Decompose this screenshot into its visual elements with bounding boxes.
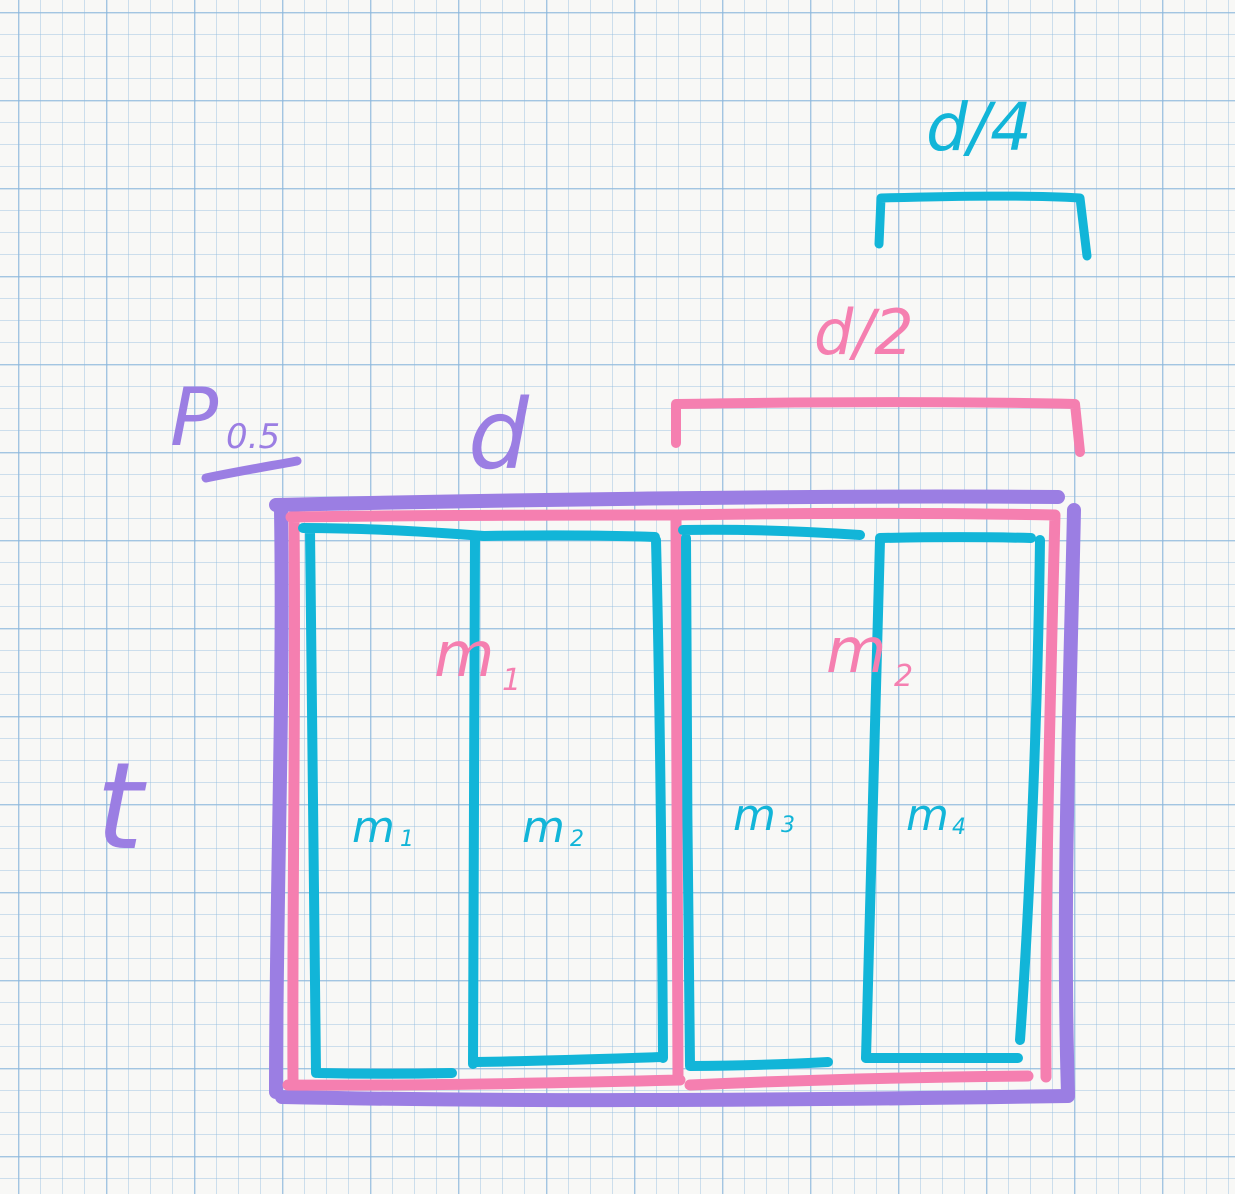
label-half-mass-2-letter: m [826, 614, 886, 687]
label-t-side: t [96, 738, 147, 877]
label-half-mass-2-subscript: 2 [894, 659, 913, 694]
bracket-quarter-width [874, 191, 1092, 261]
label-quarter-mass-4-letter: m [906, 790, 949, 841]
label-half-mass-1-subscript: 1 [502, 663, 521, 698]
outer-rectangle-purple [269, 489, 1081, 1107]
label-quarter-mass-3-subscript: 3 [781, 813, 795, 838]
label-d-half: d/2 [814, 296, 914, 369]
pink-half-left [282, 509, 686, 1091]
label-half-mass-2: m 2 [826, 614, 913, 694]
cyan-quarter-1 [298, 523, 489, 1079]
label-quarter-mass-2-letter: m [522, 802, 565, 853]
label-quarter-mass-4: m 4 [906, 790, 966, 841]
label-half-mass-1: m 1 [434, 618, 521, 698]
label-d-quarter: d/4 [926, 89, 1032, 166]
label-quarter-mass-1-subscript: 1 [400, 827, 414, 852]
label-p-subscript: 0.5 [226, 417, 280, 457]
cyan-quarter-4 [861, 532, 1045, 1064]
label-p-0-5: P 0.5 [170, 371, 302, 483]
label-quarter-mass-2: m 2 [522, 802, 584, 853]
label-d-top: d [468, 379, 530, 491]
label-quarter-mass-2-subscript: 2 [570, 827, 584, 852]
cyan-quarter-2 [471, 530, 668, 1067]
pink-half-right [672, 508, 1061, 1091]
label-quarter-mass-1: m 1 [352, 802, 414, 853]
label-half-mass-1-letter: m [434, 618, 494, 691]
cyan-quarter-3 [678, 524, 885, 1071]
label-p-letter: P [170, 371, 219, 464]
label-quarter-mass-3-letter: m [733, 790, 776, 841]
bracket-half-width [671, 397, 1085, 457]
label-quarter-mass-3: m 3 [733, 790, 795, 841]
label-quarter-mass-4-subscript: 4 [952, 815, 966, 840]
label-quarter-mass-1-letter: m [352, 802, 395, 853]
label-p-underline [201, 456, 302, 483]
